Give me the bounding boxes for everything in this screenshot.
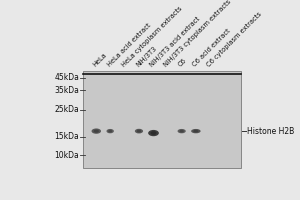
Ellipse shape [191, 129, 201, 133]
Text: 15kDa: 15kDa [55, 132, 79, 141]
Text: 25kDa: 25kDa [55, 105, 79, 114]
Text: NIH/3T3 cytoplasm extracts: NIH/3T3 cytoplasm extracts [163, 0, 232, 68]
Bar [83, 71, 241, 168]
Text: HeLa acid extract: HeLa acid extract [106, 23, 152, 68]
Ellipse shape [179, 130, 184, 132]
Ellipse shape [92, 128, 101, 134]
Text: C6: C6 [177, 58, 188, 68]
Ellipse shape [106, 129, 114, 133]
Text: 45kDa: 45kDa [55, 73, 79, 82]
Text: Histone H2B: Histone H2B [247, 127, 294, 136]
Text: C6 cytoplasm extracts: C6 cytoplasm extracts [206, 11, 263, 68]
Ellipse shape [178, 129, 186, 133]
Text: NIH/3T3: NIH/3T3 [135, 45, 158, 68]
Text: HeLa: HeLa [92, 52, 108, 68]
Ellipse shape [135, 129, 143, 133]
Ellipse shape [148, 130, 159, 136]
Text: NIH/3T3 acid extract: NIH/3T3 acid extract [149, 16, 201, 68]
Text: C6 acid extract: C6 acid extract [192, 28, 232, 68]
Text: HeLa cytoplasm extracts: HeLa cytoplasm extracts [121, 6, 183, 68]
Text: 35kDa: 35kDa [55, 86, 79, 95]
Ellipse shape [193, 130, 199, 132]
Ellipse shape [108, 130, 112, 132]
Ellipse shape [137, 130, 141, 133]
Ellipse shape [94, 130, 99, 133]
Ellipse shape [151, 131, 157, 135]
Text: 10kDa: 10kDa [55, 151, 79, 160]
